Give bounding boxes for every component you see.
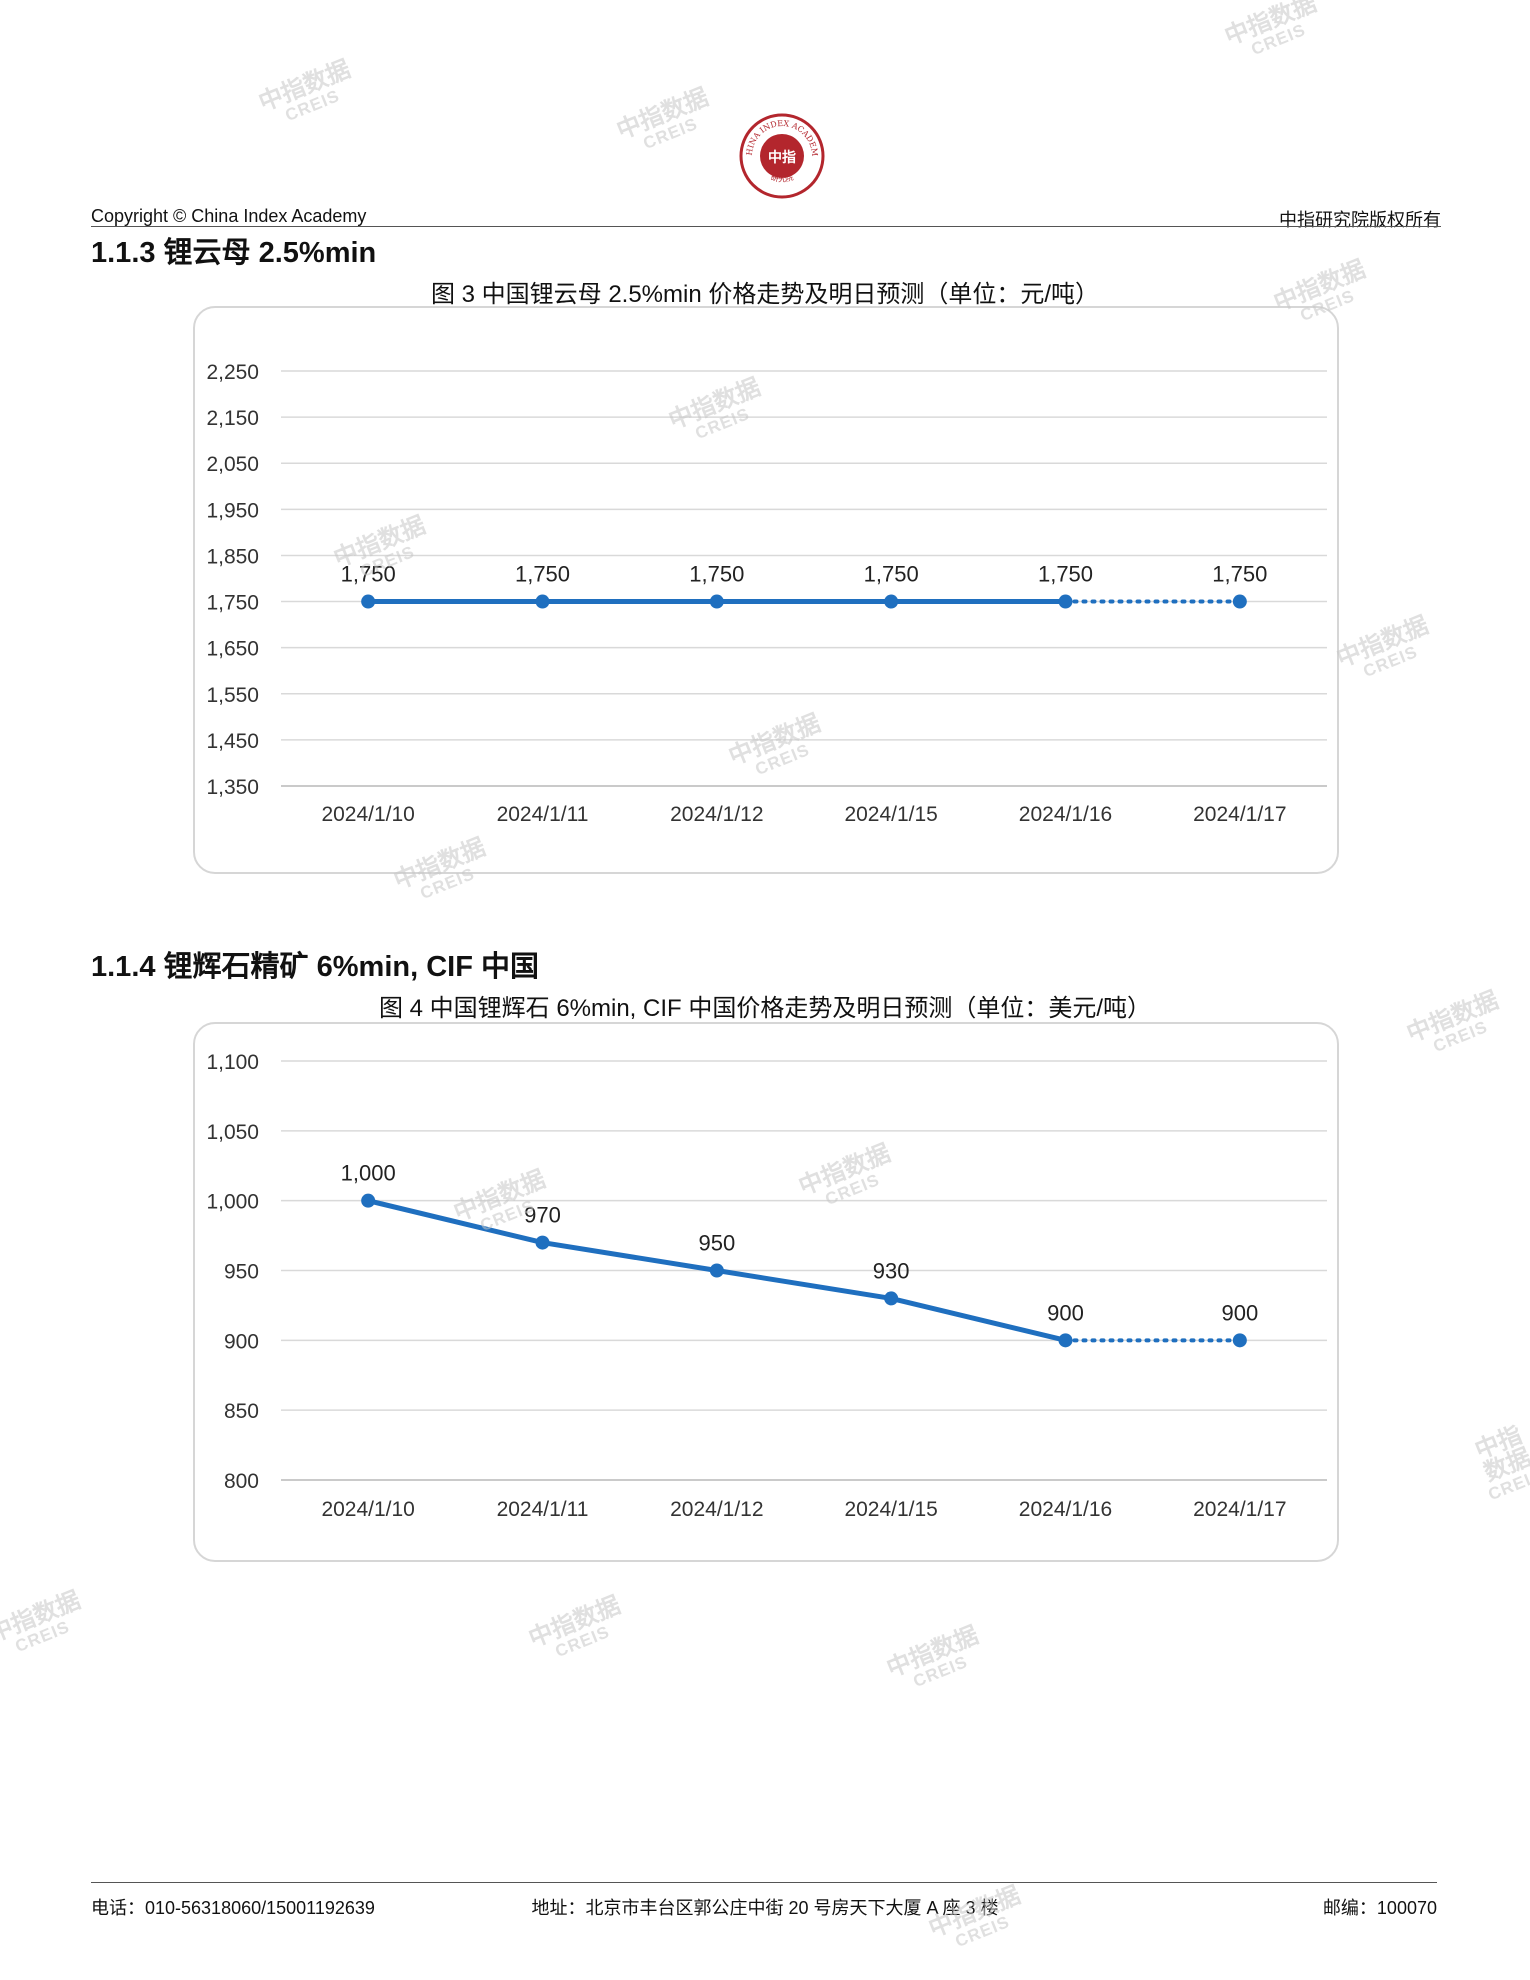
watermark-line1: 中指数据: [1471, 1421, 1530, 1487]
figure-title-2: 图 4 中国锂辉石 6%min, CIF 中国价格走势及明日预测（单位：美元/吨…: [378, 995, 1152, 1022]
watermark-line2: CREIS: [282, 86, 343, 126]
chart2-ytick-label: 800: [224, 1470, 259, 1493]
watermark: 中指数据 CREIS: [255, 55, 360, 132]
chart1-ytick-label: 2,150: [206, 407, 259, 430]
watermark-line2: CREIS: [1485, 1465, 1530, 1505]
header-copyright: Copyright © China Index Academy: [91, 206, 367, 226]
chart2-data-label: 970: [524, 1203, 561, 1228]
chart1-xtick-label: 2024/1/17: [1193, 803, 1286, 826]
chart1-point: [884, 594, 899, 609]
chart2-data-label: 950: [698, 1231, 735, 1256]
watermark-line2: CREIS: [552, 1622, 613, 1662]
watermark: 中指数据 CREIS: [0, 1586, 90, 1663]
chart1-point: [535, 594, 550, 609]
chart2-xtick-label: 2024/1/17: [1193, 1498, 1286, 1521]
watermark: 中指数据 CREIS: [883, 1621, 988, 1698]
watermark: 中指数据 CREIS: [1333, 611, 1438, 688]
chart1-xtick-label: 2024/1/11: [497, 803, 589, 826]
svg-text:研究院: 研究院: [770, 172, 795, 184]
logo-text-center: 中指: [768, 149, 796, 165]
chart2-data-label: 1,000: [341, 1161, 396, 1186]
chart1-ytick-label: 1,950: [206, 499, 259, 522]
chart2-point: [1058, 1333, 1073, 1348]
watermark-line1: 中指数据: [1221, 0, 1321, 51]
chart2-ytick-label: 1,000: [206, 1191, 259, 1214]
watermark-line1: 中指数据: [0, 1586, 85, 1648]
chart1-ytick-label: 1,450: [206, 730, 259, 753]
chart1-ytick-label: 1,850: [206, 545, 259, 568]
chart1-data-label: 1,750: [341, 562, 396, 587]
section-title-2: 1.1.4 锂辉石精矿 6%min, CIF 中国: [91, 951, 539, 983]
chart1-xtick-label: 2024/1/15: [844, 803, 937, 826]
footer-address: 地址：北京市丰台区郭公庄中街 20 号房天下大厦 A 座 3 楼: [531, 1898, 999, 1918]
watermark-line2: CREIS: [1360, 642, 1421, 682]
chart-lepidolite-svg: 1,350 1,450 1,550 1,650 1,750 1,850 1,950 2,050…: [206, 361, 1327, 826]
chart1-data-label: 1,750: [864, 562, 919, 587]
watermark-line1: 中指数据: [1333, 611, 1433, 673]
chart2-point: [361, 1193, 376, 1208]
chart2-ytick-label: 900: [224, 1330, 259, 1353]
chart1-point: [1058, 594, 1073, 609]
chart1-data-label: 1,750: [1038, 562, 1093, 587]
watermark-line1: 中指数据: [255, 55, 355, 117]
chart2-point: [1232, 1333, 1247, 1348]
chart1-data-label: 1,750: [1212, 562, 1267, 587]
chart2-xtick-label: 2024/1/10: [321, 1498, 414, 1521]
footer-phone: 电话：010-56318060/15001192639: [91, 1898, 375, 1918]
watermark-line2: CREIS: [640, 114, 701, 154]
chart2-ytick-label: 850: [224, 1400, 259, 1423]
chart1-data-label: 1,750: [515, 562, 570, 587]
chart2-ytick-label: 950: [224, 1261, 259, 1284]
chart2-point: [884, 1291, 899, 1306]
watermark: 中指数据 CREIS: [613, 83, 718, 160]
section-title-1: 1.1.3 锂云母 2.5%min: [91, 237, 377, 269]
chart-spodumene: 800 850 900 950 1,000 1,050 1,100 2024/1/10 2024…: [193, 1022, 1339, 1562]
watermark: 中指数据 CREIS: [525, 1591, 630, 1668]
chart1-ytick-label: 1,650: [206, 638, 259, 661]
chart-lepidolite: 1,350 1,450 1,550 1,650 1,750 1,850 1,950 2,050…: [193, 306, 1339, 874]
chart1-xtick-label: 2024/1/16: [1019, 803, 1112, 826]
chart1-ytick-label: 2,250: [206, 361, 259, 384]
watermark: 中指数据 CREIS: [1468, 1421, 1530, 1505]
chart1-ytick-label: 1,750: [206, 592, 259, 615]
watermark-line2: CREIS: [12, 1617, 73, 1657]
footer-divider: [91, 1882, 1437, 1883]
chart1-ytick-label: 2,050: [206, 453, 259, 476]
header-rights: 中指研究院版权所有: [1279, 210, 1441, 231]
chart1-ytick-label: 1,550: [206, 684, 259, 707]
chart2-xtick-label: 2024/1/16: [1019, 1498, 1112, 1521]
chart2-point: [535, 1235, 550, 1250]
china-index-academy-seal-icon: CHINA INDEX ACADEMY 中指 研究院: [734, 105, 826, 200]
chart1-xtick-label: 2024/1/10: [321, 803, 414, 826]
chart2-data-label: 900: [1047, 1300, 1084, 1325]
chart1-xtick-label: 2024/1/12: [670, 803, 763, 826]
watermark-line2: CREIS: [910, 1652, 971, 1692]
footer-postcode: 邮编：100070: [1322, 1898, 1437, 1918]
chart1-point: [709, 594, 724, 609]
chart2-ytick-label: 1,050: [206, 1121, 259, 1144]
chart2-ytick-label: 1,100: [206, 1051, 259, 1074]
chart2-xtick-label: 2024/1/15: [844, 1498, 937, 1521]
logo-text-bottom: 研究院: [770, 172, 795, 184]
chart1-data-label: 1,750: [689, 562, 744, 587]
figure-title-1: 图 3 中国锂云母 2.5%min 价格走势及明日预测（单位：元/吨）: [430, 281, 1100, 308]
chart2-xtick-label: 2024/1/12: [670, 1498, 763, 1521]
chart-spodumene-svg: 800 850 900 950 1,000 1,050 1,100 2024/1/10 2024…: [206, 1051, 1327, 1521]
watermark-line1: 中指数据: [525, 1591, 625, 1653]
chart2-data-label: 900: [1221, 1300, 1258, 1325]
chart2-data-label: 930: [873, 1258, 910, 1283]
watermark-line1: 中指数据: [613, 83, 713, 145]
watermark-line2: CREIS: [1248, 20, 1309, 60]
chart1-ytick-label: 1,350: [206, 776, 259, 799]
chart1-point: [361, 594, 376, 609]
chart2-xtick-label: 2024/1/11: [497, 1498, 589, 1521]
watermark: 中指数据 CREIS: [1221, 0, 1326, 65]
header-divider: [91, 226, 1441, 227]
chart1-point: [1232, 594, 1247, 609]
chart2-point: [709, 1263, 724, 1278]
watermark-line1: 中指数据: [883, 1621, 983, 1683]
